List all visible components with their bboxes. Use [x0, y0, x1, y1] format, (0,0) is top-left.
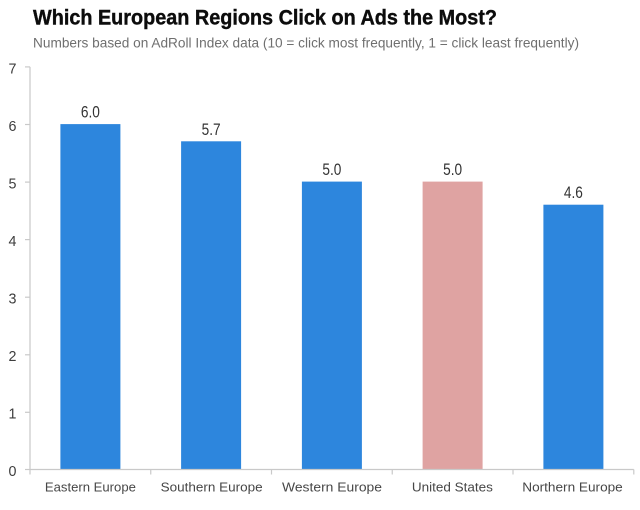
svg-text:Eastern Europe: Eastern Europe: [45, 480, 136, 495]
svg-text:6: 6: [9, 119, 17, 135]
svg-text:4: 4: [9, 234, 17, 250]
svg-text:Western Europe: Western Europe: [282, 480, 382, 495]
svg-text:Southern Europe: Southern Europe: [161, 480, 263, 495]
svg-text:Which European Regions Click o: Which European Regions Click on Ads the …: [33, 5, 497, 29]
svg-text:5.7: 5.7: [202, 121, 221, 139]
svg-text:Northern Europe: Northern Europe: [522, 480, 623, 495]
svg-text:0: 0: [9, 464, 17, 480]
svg-text:5.0: 5.0: [322, 161, 341, 179]
svg-text:2: 2: [9, 349, 17, 365]
svg-text:5.0: 5.0: [443, 161, 462, 179]
svg-text:7: 7: [9, 61, 17, 77]
svg-text:3: 3: [9, 292, 17, 308]
svg-text:6.0: 6.0: [81, 104, 100, 122]
svg-text:1: 1: [9, 407, 17, 423]
svg-text:United States: United States: [412, 480, 493, 495]
svg-text:4.6: 4.6: [564, 184, 583, 202]
svg-text:5: 5: [9, 177, 17, 193]
svg-text:Numbers based on AdRoll Index: Numbers based on AdRoll Index data (10 =…: [33, 35, 579, 50]
